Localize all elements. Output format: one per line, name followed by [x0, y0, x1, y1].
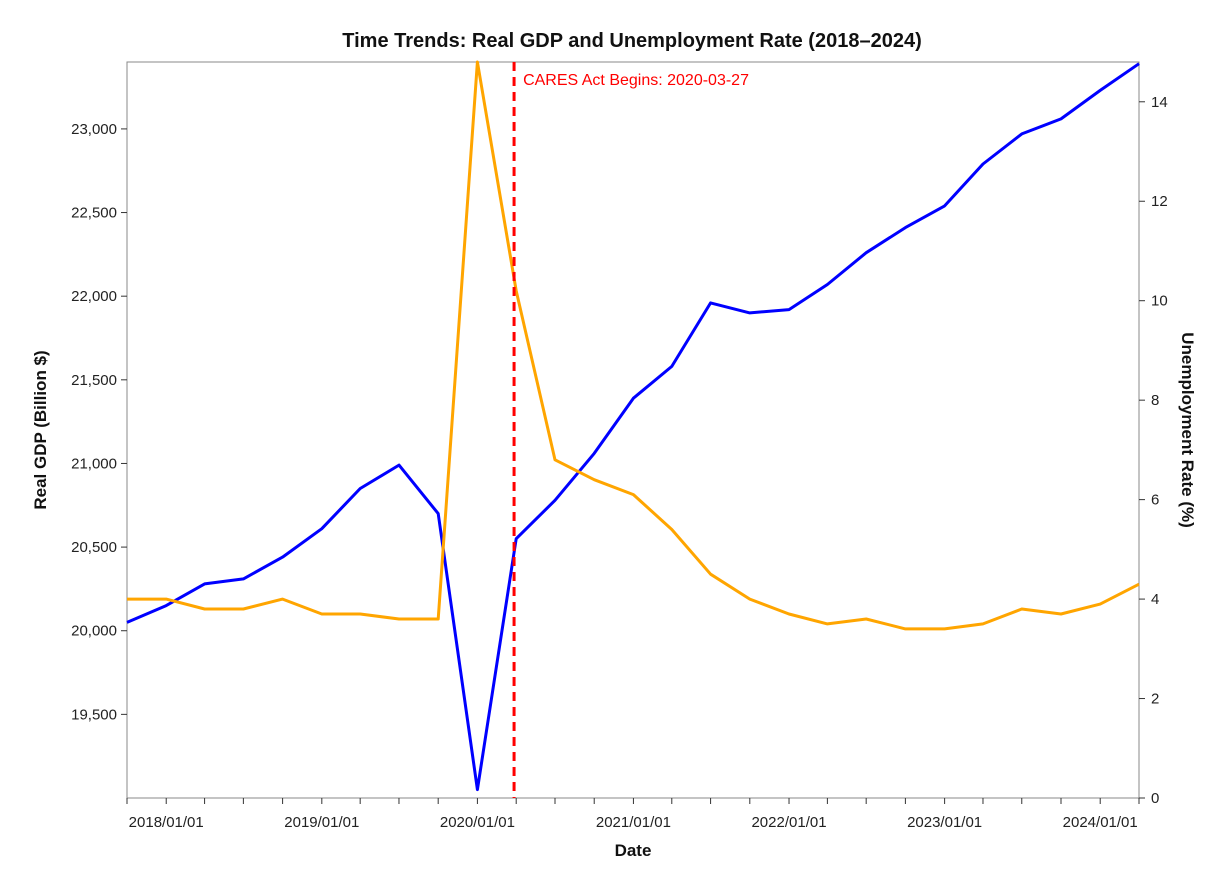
- y-left-tick-label: 19,500: [71, 706, 117, 723]
- y-right-axis-ticks: 0 2 4 6 8 10 12 14: [1139, 94, 1168, 807]
- chart-title: Time Trends: Real GDP and Unemployment R…: [342, 30, 921, 52]
- x-axis-ticks: [126, 798, 1140, 804]
- y-right-tick-label: 2: [1151, 691, 1159, 708]
- x-tick-label: 2023/01/01: [907, 814, 982, 831]
- y-left-tick-label: 23,000: [71, 121, 117, 138]
- y-left-tick-label: 21,000: [71, 455, 117, 472]
- x-axis-tick-labels: 2018/01/01 2019/01/01 2020/01/01 2021/01/01…: [129, 814, 1138, 831]
- y-left-tick-label: 20,000: [71, 623, 117, 640]
- y-left-tick-label: 22,500: [71, 205, 117, 222]
- y-right-tick-label: 4: [1151, 591, 1159, 608]
- y-right-tick-label: 10: [1151, 293, 1168, 310]
- x-tick-label: 2021/01/01: [596, 814, 671, 831]
- x-tick-label: 2019/01/01: [284, 814, 359, 831]
- y-right-tick-label: 12: [1151, 193, 1168, 210]
- x-tick-label: 2018/01/01: [129, 814, 204, 831]
- y-left-tick-label: 22,000: [71, 288, 117, 305]
- x-tick-label: 2024/01/01: [1063, 814, 1138, 831]
- annotation-label-cares-act: CARES Act Begins: 2020-03-27: [523, 72, 749, 89]
- x-axis-label: Date: [615, 841, 652, 860]
- series-line-unemployment-rate: [127, 60, 1140, 631]
- y-right-tick-label: 0: [1151, 790, 1159, 807]
- series-line-real-gdp: [126, 62, 1140, 792]
- y-right-tick-label: 14: [1151, 94, 1168, 111]
- plot-frame: [126, 61, 1140, 799]
- y-left-axis-label: Real GDP (Billion $): [31, 350, 50, 509]
- y-right-tick-label: 8: [1151, 392, 1159, 409]
- y-left-tick-label: 21,500: [71, 372, 117, 389]
- x-tick-label: 2022/01/01: [751, 814, 826, 831]
- y-right-tick-label: 6: [1151, 492, 1159, 509]
- x-tick-label: 2020/01/01: [440, 814, 515, 831]
- y-right-axis-label: Unemployment Rate (%): [1178, 332, 1197, 528]
- y-left-axis-ticks: 19,500 20,000 20,500 21,000 21,500 22,000 22,5…: [71, 121, 127, 723]
- y-left-tick-label: 20,500: [71, 539, 117, 556]
